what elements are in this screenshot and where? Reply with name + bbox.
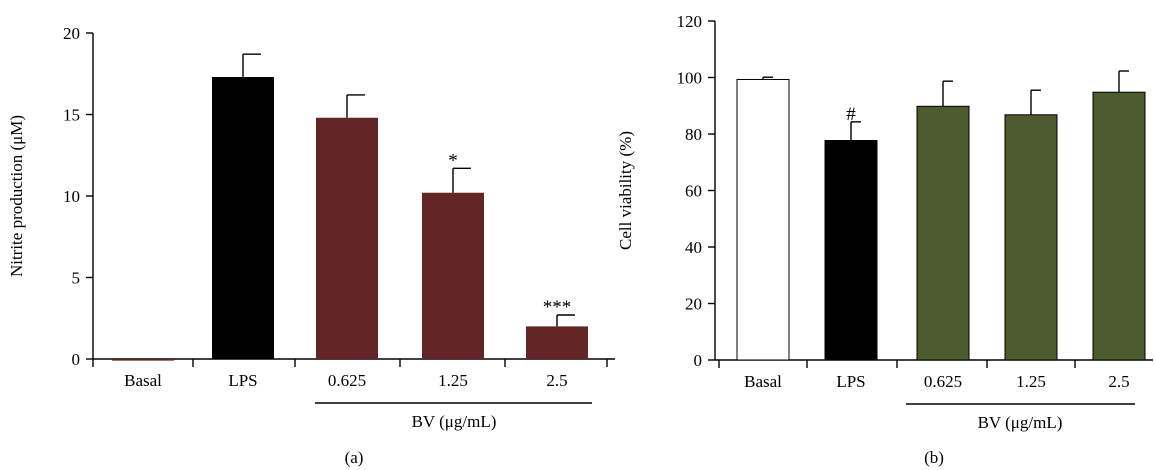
y-tick-label: 5	[72, 269, 81, 288]
bar	[1092, 91, 1146, 361]
x-tick-label: 2.5	[1108, 372, 1129, 391]
significance-marker: *	[448, 150, 458, 171]
x-tick-label: LPS	[228, 371, 257, 390]
y-tick-label: 15	[63, 106, 80, 125]
bar	[1004, 114, 1058, 361]
panel-label: (b)	[924, 448, 944, 467]
x-tick-label: 2.5	[546, 371, 567, 390]
bar	[212, 77, 274, 359]
y-tick-label: 0	[694, 351, 703, 370]
x-tick-label: 1.25	[1016, 372, 1046, 391]
y-tick-label: 60	[685, 182, 702, 201]
x-tick-label: LPS	[836, 372, 865, 391]
group-label: BV (μg/mL)	[412, 412, 497, 431]
group-label: BV (μg/mL)	[978, 413, 1063, 432]
significance-marker: #	[846, 104, 856, 125]
y-tick-label: 80	[685, 125, 702, 144]
bar	[916, 105, 970, 361]
bar	[316, 117, 378, 359]
y-tick-label: 20	[685, 295, 702, 314]
y-axis-title: Nitrite production (μM)	[7, 115, 26, 277]
panel-a-nitrite-chart: 0 5 10 15 20 Basal LPS 0.625 * 1.25 *** 2.5 BV (μg/m…	[7, 24, 615, 467]
significance-marker: ***	[543, 297, 572, 318]
x-tick-label: 0.625	[924, 372, 962, 391]
bar	[112, 359, 174, 361]
panel-label: (a)	[345, 448, 364, 467]
y-tick-label: 10	[63, 187, 80, 206]
y-tick-label: 20	[63, 24, 80, 43]
y-tick-label: 40	[685, 238, 702, 257]
y-tick-label: 120	[677, 12, 703, 31]
y-axis-title: Cell viability (%)	[616, 131, 635, 250]
y-tick-label: 0	[72, 350, 81, 369]
bar	[824, 139, 878, 361]
bar	[422, 192, 484, 359]
panel-b-viability-chart: 0 20 40 60 80 100 120 Basal # LPS 0.625 1.25 2.5 BV (…	[616, 12, 1153, 467]
y-tick-label: 100	[677, 69, 703, 88]
x-tick-label: Basal	[744, 372, 782, 391]
x-tick-label: 0.625	[328, 371, 366, 390]
bar	[526, 326, 588, 359]
x-tick-label: 1.25	[438, 371, 468, 390]
x-tick-label: Basal	[124, 371, 162, 390]
bar	[736, 78, 790, 361]
